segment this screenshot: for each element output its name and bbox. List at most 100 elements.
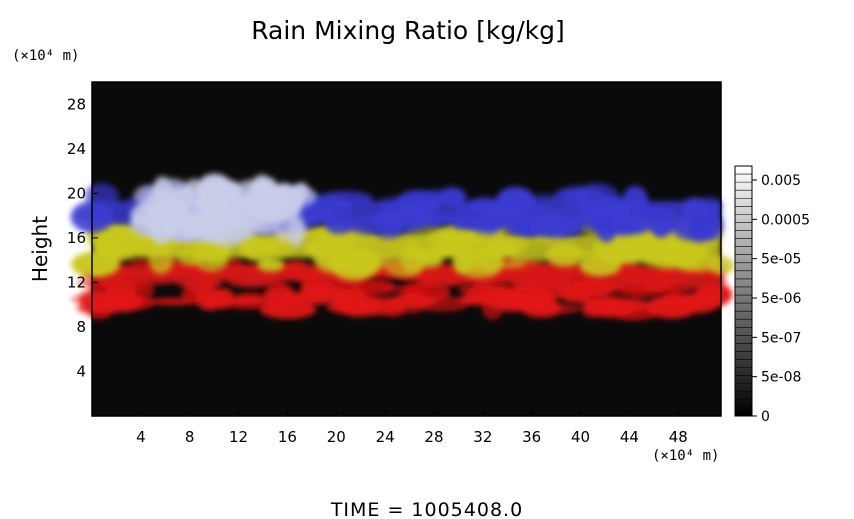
layer-blob (150, 190, 180, 206)
layer-blob (676, 291, 718, 314)
y-tick-label: 8 (76, 318, 86, 336)
time-footer: TIME = 1005408.0 (330, 499, 523, 519)
layer-blob (545, 243, 584, 267)
layer-blob (495, 186, 536, 217)
colorbar-tick-label: 5e-07 (761, 330, 801, 346)
layer-blob (681, 197, 709, 218)
layer-blob (383, 285, 406, 293)
data-layer (129, 173, 318, 249)
layer-blob (301, 282, 329, 302)
layer-blob (553, 185, 608, 209)
x-tick-label: 8 (185, 428, 195, 446)
layer-blob (592, 216, 643, 225)
plot-area (70, 81, 735, 417)
layer-blob (535, 208, 592, 238)
layer-blob (257, 258, 285, 272)
layer-blob (110, 268, 144, 286)
x-tick-label: 48 (669, 428, 688, 446)
layer-blob (317, 190, 373, 208)
layer-blob (71, 251, 120, 278)
x-tick-label: 28 (424, 428, 443, 446)
layer-blob (166, 263, 203, 274)
layer-blob (430, 213, 479, 225)
x-axis-unit: (×10⁴ m) (652, 448, 719, 464)
colorbar-tick-label: 5e-05 (761, 252, 801, 268)
layer-blob (455, 206, 493, 213)
plot-frame (91, 81, 722, 417)
x-tick-label: 32 (473, 428, 492, 446)
layer-blob (382, 303, 406, 318)
layer-blob (498, 261, 526, 269)
x-tick-label: 24 (376, 428, 395, 446)
layer-blob (195, 287, 225, 311)
layer-blob (615, 297, 648, 313)
layer-blob (426, 229, 459, 246)
layer-blob (196, 195, 228, 206)
y-tick-label: 4 (76, 362, 86, 380)
layer-blob (676, 269, 726, 291)
layer-blob (335, 296, 384, 317)
layer-blob (626, 206, 677, 220)
layer-blob (184, 178, 204, 205)
x-axis: 4 8 12 16 20 24 28 32 36 40 44 48 (136, 410, 688, 446)
layer-blob (313, 245, 363, 271)
y-tick-label: 12 (67, 273, 86, 291)
y-tick-label: 16 (67, 229, 86, 247)
layer-blob (464, 223, 489, 231)
layer-blob (264, 278, 286, 287)
layer-blob (148, 298, 201, 305)
layer-blob (463, 285, 513, 306)
colorbar-tick-label: 0.0005 (761, 212, 810, 228)
chart-title: Rain Mixing Ratio [kg/kg] (251, 16, 565, 45)
layer-blob (579, 254, 622, 277)
layer-blob (274, 217, 306, 243)
colorbar-scale (734, 165, 753, 417)
x-tick-label: 4 (136, 428, 146, 446)
colorbar-labels: 0.005 0.0005 5e-05 5e-06 5e-07 5e-08 0 (752, 173, 810, 425)
layer-blob (292, 182, 310, 202)
layer-blob (129, 211, 180, 238)
layer-blob (323, 292, 348, 300)
y-axis-label: Height (28, 216, 52, 282)
x-tick-label: 36 (522, 428, 541, 446)
colorbar: 0.005 0.0005 5e-05 5e-06 5e-07 5e-08 0 (734, 165, 810, 425)
layer-blob (195, 207, 233, 244)
colorbar-tick-label: 5e-08 (761, 370, 801, 386)
x-tick-label: 40 (571, 428, 590, 446)
layer-blob (111, 295, 155, 310)
colorbar-tick-label: 5e-06 (761, 291, 801, 307)
layer-blob (452, 247, 474, 275)
data-layers (70, 173, 735, 321)
layer-blob (96, 243, 125, 257)
colorbar-tick-label: 0.005 (761, 173, 801, 189)
colorbar-tick-label: 0 (761, 409, 770, 425)
layer-blob (148, 243, 174, 275)
layer-blob (508, 256, 553, 263)
layer-blob (579, 294, 627, 304)
layer-blob (137, 267, 183, 285)
layer-blob (415, 296, 470, 312)
layer-blob (342, 216, 395, 234)
y-tick-label: 28 (67, 95, 86, 113)
layer-blob (85, 300, 113, 320)
y-tick-label: 24 (67, 140, 86, 158)
layer-blob (612, 220, 636, 236)
y-axis-unit: (×10⁴ m) (12, 48, 79, 64)
x-tick-label: 44 (620, 428, 639, 446)
y-tick-label: 20 (67, 184, 86, 202)
layer-blob (286, 260, 309, 269)
layer-blob (234, 181, 280, 213)
colorbar-segments (735, 165, 752, 409)
x-tick-label: 20 (327, 428, 346, 446)
layer-blob (669, 213, 722, 242)
x-tick-label: 12 (229, 428, 248, 446)
layer-blob (478, 243, 503, 274)
layer-blob (438, 187, 466, 206)
layer-blob (523, 236, 575, 244)
layer-blob (486, 270, 536, 283)
layer-blob (382, 248, 426, 278)
x-tick-label: 16 (278, 428, 297, 446)
y-axis: 4 8 12 16 20 24 28 (67, 95, 98, 380)
layer-blob (246, 272, 284, 279)
